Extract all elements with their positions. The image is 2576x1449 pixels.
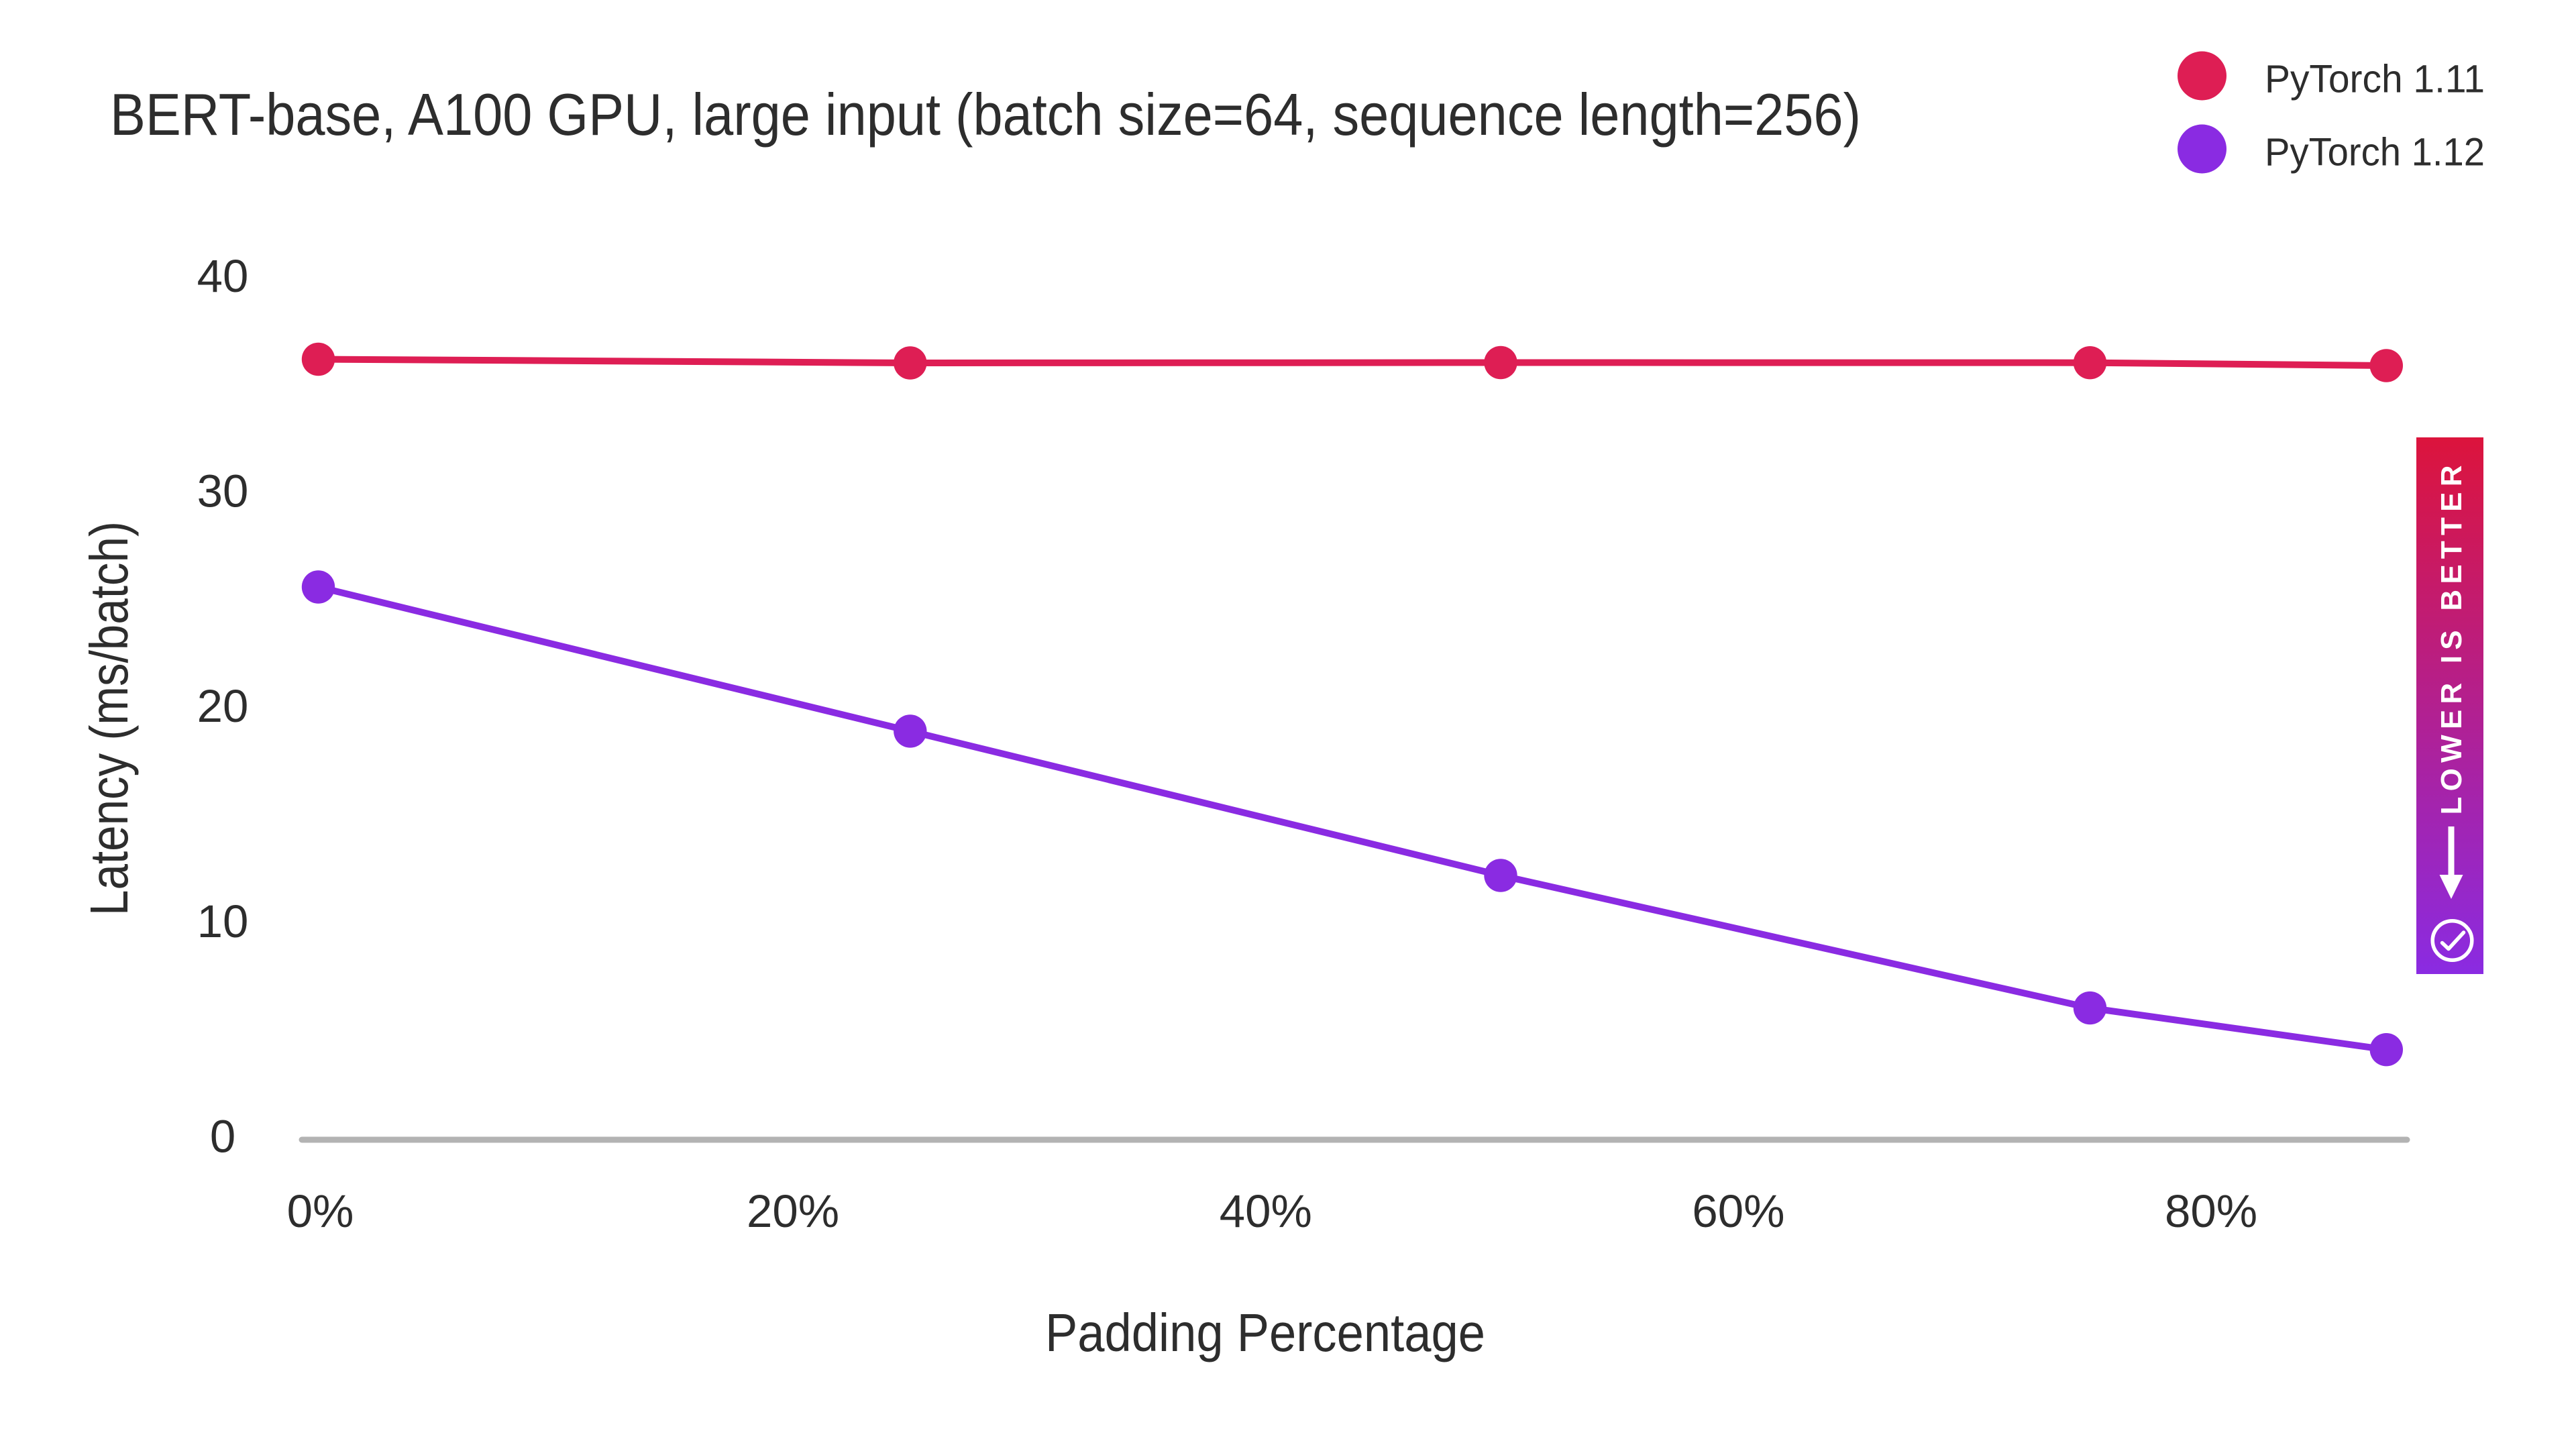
svg-text:PyTorch 1.11: PyTorch 1.11 — [2265, 58, 2485, 101]
svg-text:0%: 0% — [287, 1185, 354, 1237]
svg-text:Latency (ms/batch): Latency (ms/batch) — [79, 521, 139, 916]
svg-text:PyTorch 1.12: PyTorch 1.12 — [2265, 131, 2485, 174]
svg-text:10: 10 — [197, 896, 249, 947]
svg-text:LOWER IS BETTER: LOWER IS BETTER — [2435, 466, 2468, 815]
svg-text:0: 0 — [210, 1111, 235, 1163]
svg-text:40: 40 — [197, 250, 249, 302]
svg-text:40%: 40% — [1220, 1185, 1312, 1237]
svg-text:20: 20 — [197, 680, 249, 732]
svg-text:BERT-base, A100 GPU, large inp: BERT-base, A100 GPU, large input (batch … — [110, 81, 1861, 148]
svg-text:80%: 80% — [2165, 1185, 2257, 1237]
svg-text:Padding Percentage: Padding Percentage — [1045, 1303, 1485, 1362]
svg-text:20%: 20% — [747, 1185, 839, 1237]
svg-text:30: 30 — [197, 466, 249, 517]
svg-text:60%: 60% — [1692, 1185, 1784, 1237]
